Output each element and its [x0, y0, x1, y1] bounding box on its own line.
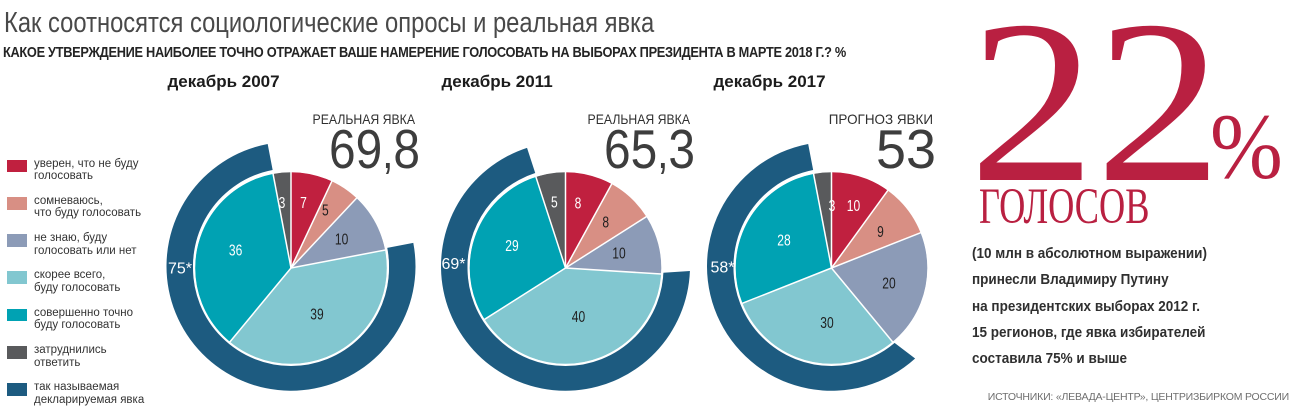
svg-text:20: 20 — [882, 276, 895, 293]
svg-text:58*: 58* — [710, 260, 734, 277]
svg-text:10: 10 — [335, 231, 348, 248]
svg-text:69*: 69* — [441, 256, 465, 273]
svg-text:3: 3 — [829, 198, 836, 215]
svg-text:30: 30 — [820, 315, 833, 332]
svg-text:40: 40 — [572, 309, 585, 326]
svg-text:29: 29 — [505, 238, 518, 255]
svg-text:3: 3 — [279, 195, 286, 212]
svg-text:39: 39 — [310, 307, 323, 324]
svg-text:5: 5 — [551, 195, 558, 212]
svg-text:75*: 75* — [168, 261, 192, 278]
svg-text:9: 9 — [877, 224, 884, 241]
svg-text:7: 7 — [300, 195, 307, 212]
svg-text:8: 8 — [575, 196, 582, 213]
svg-text:28: 28 — [777, 233, 790, 250]
svg-text:36: 36 — [229, 243, 242, 260]
svg-text:10: 10 — [847, 198, 860, 215]
svg-text:10: 10 — [612, 246, 625, 263]
svg-text:5: 5 — [322, 202, 329, 219]
svg-text:8: 8 — [602, 215, 609, 232]
